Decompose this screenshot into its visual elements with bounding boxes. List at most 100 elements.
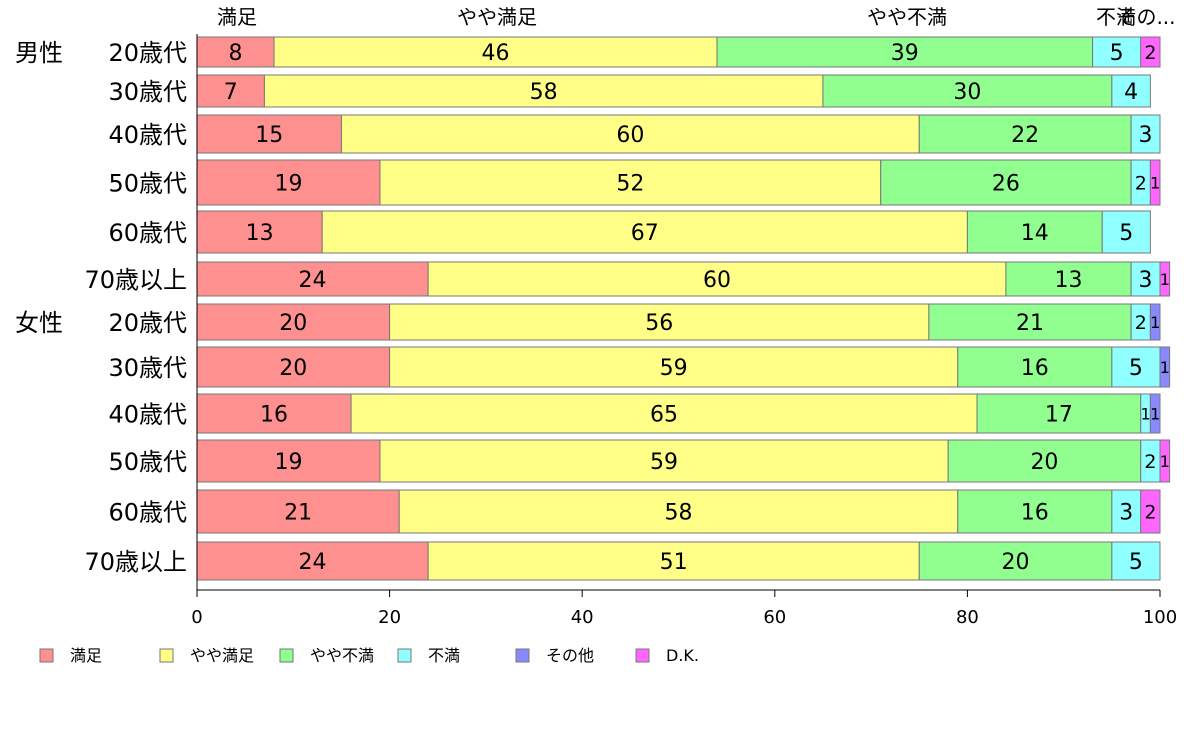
bar-value-label: 1: [1160, 270, 1170, 289]
top-label: その...: [1116, 5, 1175, 29]
bar-value-label: 1: [1160, 452, 1170, 471]
bar-segment: [716, 36, 1094, 68]
bar-row: 13 67 14 5: [196, 210, 1151, 254]
bar-value-label: 26: [992, 171, 1020, 196]
bar-segment: [822, 74, 1113, 108]
bar-value-label: 20: [279, 311, 307, 336]
bar-row: 15 60 22 3: [196, 114, 1161, 154]
bar-value-label: 52: [616, 171, 644, 196]
bar-value-label: 3: [1139, 123, 1153, 148]
bar-row: 19 52 26 2 1: [196, 159, 1161, 206]
bar-segment: [1149, 303, 1161, 341]
bar-value-label: 13: [1055, 268, 1083, 293]
bar-segment: [273, 36, 718, 68]
row-labels: 20歳代男性30歳代40歳代50歳代60歳代70歳以上20歳代女性30歳代40歳…: [15, 39, 187, 576]
group-label: 女性: [15, 309, 63, 337]
bar-value-label: 7: [224, 80, 238, 105]
bar-value-label: 2: [1135, 312, 1147, 334]
bar-value-label: 24: [299, 268, 327, 293]
legend-swatch: [279, 648, 294, 663]
bar-segment: [1101, 210, 1151, 254]
x-tick-label: 0: [191, 607, 202, 628]
legend-label: やや満足: [190, 646, 254, 665]
row-label: 40歳代: [108, 401, 187, 429]
row-label: 60歳代: [108, 499, 187, 527]
bar-value-label: 21: [284, 500, 312, 525]
bar-value-label: 5: [1129, 550, 1143, 575]
bar-segment: [196, 393, 352, 434]
bar-value-label: 51: [660, 550, 688, 575]
bar-value-label: 67: [631, 221, 659, 246]
bar-value-label: 22: [1011, 123, 1039, 148]
bar-row: 8 46 39 5 2: [196, 36, 1161, 68]
bar-value-label: 21: [1016, 311, 1044, 336]
legend-item: その他: [515, 646, 594, 665]
bar-row: 24 60 13 3 1: [196, 261, 1171, 297]
bar-segment: [427, 541, 920, 581]
bar-segment: [918, 541, 1113, 581]
bar-value-label: 59: [660, 356, 688, 381]
x-tick-label: 20: [378, 607, 401, 628]
bar-segment: [957, 346, 1113, 388]
bar-segment: [398, 489, 959, 534]
bar-segment: [196, 439, 381, 483]
bar-segment: [196, 74, 265, 108]
legend-label: D.K.: [666, 646, 699, 665]
bar-value-label: 1: [1140, 404, 1150, 423]
legend-item: やや不満: [279, 646, 374, 665]
bar-value-label: 16: [1021, 356, 1049, 381]
x-tick-label: 80: [956, 607, 979, 628]
bar-row: 24 51 20 5: [196, 541, 1161, 581]
bar-segment: [1149, 159, 1161, 206]
bar-row: 20 59 16 5 1: [196, 346, 1171, 388]
bar-segment: [1159, 261, 1171, 297]
bar-value-label: 3: [1119, 500, 1133, 525]
bar-value-label: 56: [645, 311, 673, 336]
bar-segment: [389, 303, 930, 341]
bar-segment: [1111, 74, 1151, 108]
bar-value-label: 58: [665, 500, 693, 525]
legend-swatch: [515, 648, 530, 663]
bar-value-label: 2: [1144, 42, 1156, 64]
bar-segment: [1140, 489, 1161, 534]
bar-segment: [196, 36, 275, 68]
bar-value-label: 1: [1150, 173, 1160, 192]
legend-swatch: [397, 648, 412, 663]
bar-value-label: 24: [299, 550, 327, 575]
row-label: 20歳代: [108, 39, 187, 67]
legend-swatch: [159, 648, 174, 663]
bar-row: 7 58 30 4: [196, 74, 1151, 108]
row-label: 50歳代: [108, 448, 187, 476]
bar-segment: [196, 114, 342, 154]
top-label: やや満足: [457, 5, 537, 29]
bar-row: 19 59 20 2 1: [196, 439, 1171, 483]
bar-value-label: 1: [1150, 404, 1160, 423]
top-category-labels: 満足 やや満足 やや不満 不満その...: [217, 5, 1176, 29]
bar-value-label: 20: [1030, 450, 1058, 475]
bar-segment: [1140, 36, 1161, 68]
bar-segment: [1005, 261, 1132, 297]
bar-value-label: 1: [1150, 313, 1160, 332]
bar-segment: [196, 159, 381, 206]
bar-value-label: 15: [255, 123, 283, 148]
bar-segment: [1159, 346, 1171, 388]
bar-row: 16 65 17 1 1: [196, 393, 1161, 434]
bar-value-label: 16: [260, 402, 288, 427]
bar-segment: [976, 393, 1142, 434]
bar-value-label: 2: [1144, 451, 1156, 473]
bar-value-label: 13: [246, 221, 274, 246]
bar-value-label: 3: [1139, 268, 1153, 293]
legend-item: 満足: [39, 646, 102, 665]
bar-row: 21 58 16 3 2: [196, 489, 1161, 534]
bar-value-label: 16: [1021, 500, 1049, 525]
bar-value-label: 17: [1045, 402, 1073, 427]
bar-value-label: 60: [616, 123, 644, 148]
bar-value-label: 2: [1144, 501, 1156, 523]
bar-segment: [427, 261, 1007, 297]
legend-label: 満足: [70, 646, 102, 665]
bar-value-label: 20: [279, 356, 307, 381]
bar-value-label: 30: [953, 80, 981, 105]
bar-value-label: 39: [891, 41, 919, 66]
bar-segment: [928, 303, 1132, 341]
bar-value-label: 58: [530, 80, 558, 105]
